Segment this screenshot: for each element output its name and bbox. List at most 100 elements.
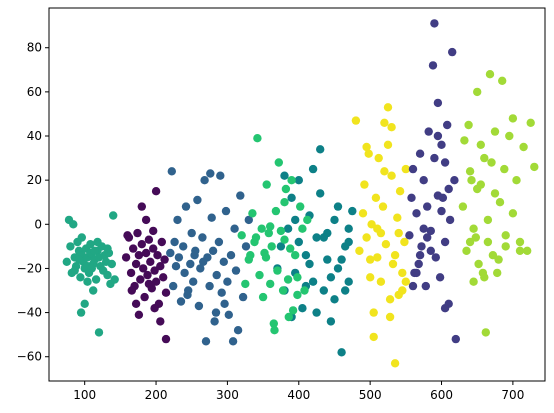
scatter-point [173,215,182,225]
scatter-point [344,224,353,233]
scatter-point [344,237,353,247]
scatter-point [76,273,85,282]
scatter-point [186,259,195,269]
scatter-point [136,275,145,284]
scatter-point [284,312,293,322]
scatter-point [371,193,381,202]
scatter-point [294,176,303,185]
scatter-point [210,317,219,326]
scatter-point [266,279,275,289]
scatter-point [383,140,393,149]
scatter-point [298,224,307,233]
scatter-point [312,308,321,317]
scatter-point [287,193,296,202]
scatter-point [401,164,410,174]
scatter-point [146,257,155,266]
scatter-point [258,292,268,302]
scatter-point [316,189,325,198]
scatter-point [134,251,144,260]
scatter-point [515,246,525,255]
scatter-point [405,231,414,240]
scatter-point [293,273,302,282]
scatter-point [437,206,446,216]
scatter-point [255,270,264,280]
scatter-point [408,281,418,291]
scatter-point [373,224,382,233]
scatter-point [166,248,175,258]
scatter-point [369,332,378,342]
scatter-point [440,158,450,167]
scatter-point [244,215,253,225]
x-axis-ticks: 100 200 300 400 500 600 700 [73,381,524,402]
scatter-point [205,281,214,291]
scatter-point [385,295,395,304]
scatter-point [83,277,92,286]
scatter-point [181,202,191,211]
scatter-point [230,224,239,233]
scatter-point [308,277,318,286]
scatter-point [87,264,97,273]
scatter-point [223,277,232,286]
x-tick-label: 600 [430,388,453,402]
scatter-point [288,306,298,315]
scatter-point [488,251,498,260]
scatter-point [414,259,423,269]
scatter-point [460,136,469,145]
scatter-point [206,169,215,178]
scatter-point [236,191,245,200]
scatter-point [121,253,131,262]
scatter-point [207,213,216,222]
scatter-point [316,145,325,154]
scatter-point [287,176,296,185]
scatter-point [199,257,208,266]
scatter-point [270,326,279,335]
scatter-point [490,189,500,198]
scatter-point [94,328,104,337]
scatter-point [380,167,389,176]
scatter-point [196,264,205,273]
scatter-point [481,328,490,337]
scatter-point [224,310,233,319]
y-tick-label: −60 [17,350,42,364]
scatter-point [369,308,378,317]
scatter-point [394,228,403,238]
scatter-point [179,242,188,251]
scatter-point [187,228,196,238]
scatter-point [281,184,291,194]
scatter-point [387,123,396,132]
scatter-point [127,286,136,295]
scatter-point [237,231,246,240]
scatter-point [424,127,433,136]
scatter-point [294,237,303,247]
scatter-point [421,281,430,291]
scatter-point [526,118,535,128]
scatter-point [274,158,283,167]
scatter-point [419,176,428,185]
scatter-point [450,176,459,185]
scatter-point [264,228,273,238]
scatter-point [462,246,471,255]
scatter-point [269,319,278,328]
scatter-point [437,140,446,149]
scatter-point [519,142,528,152]
scatter-point [426,226,435,236]
scatter-point [419,224,428,233]
scatter-point [150,304,159,313]
scatter-point [333,202,343,211]
scatter-point [109,211,118,220]
scatter-point [426,246,435,255]
scatter-point [167,167,176,176]
scatter-point [440,304,450,313]
scatter-point [200,176,209,185]
scatter-point [257,224,266,233]
scatter-point [266,222,275,231]
scatter-point [326,273,336,282]
scatter-point [483,237,493,247]
scatter-point [91,275,101,284]
plot-frame [48,7,546,382]
scatter-point [467,176,476,185]
scatter-point [505,131,514,141]
scatter-point [156,317,165,326]
scatter-point [401,277,410,286]
scatter-point [170,237,179,247]
